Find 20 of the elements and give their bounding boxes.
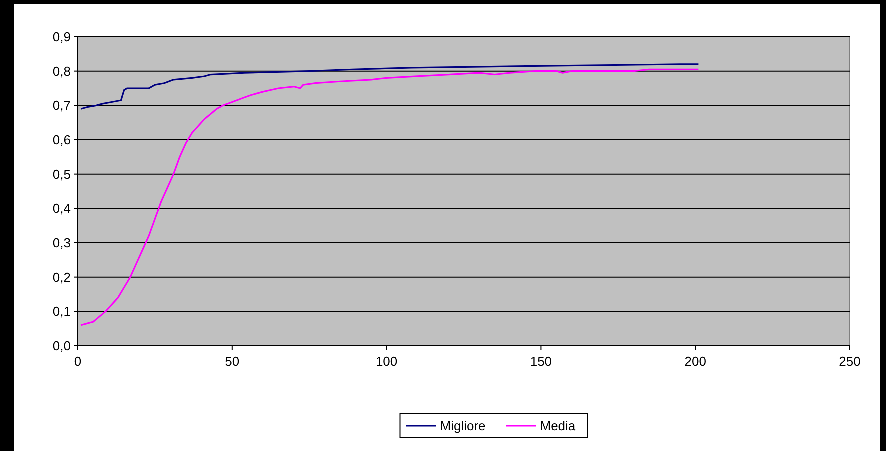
y-tick-label: 0,8 bbox=[52, 64, 71, 79]
y-tick-label: 0,3 bbox=[52, 236, 71, 251]
x-tick-label: 50 bbox=[225, 354, 240, 369]
x-tick-label: 100 bbox=[376, 354, 398, 369]
x-tick-label: 200 bbox=[684, 354, 706, 369]
line-series bbox=[80, 64, 700, 110]
x-tick-label: 0 bbox=[74, 354, 82, 369]
y-tick-label: 0,5 bbox=[52, 166, 71, 182]
legend-label: Media bbox=[540, 418, 576, 434]
y-tick-label: 0,7 bbox=[52, 98, 71, 114]
line-series bbox=[80, 68, 700, 326]
y-tick-label: 0,4 bbox=[52, 201, 71, 216]
y-tick-label: 0,1 bbox=[52, 304, 71, 320]
y-tick-label: 0,9 bbox=[52, 30, 71, 45]
x-tick-label: 150 bbox=[530, 354, 552, 369]
x-tick-label: 250 bbox=[839, 354, 861, 369]
y-tick-label: 0,6 bbox=[52, 132, 71, 148]
y-tick-label: 0,2 bbox=[52, 270, 71, 285]
y-tick-label: 0,0 bbox=[52, 338, 71, 354]
legend-label: Migliore bbox=[440, 418, 486, 434]
